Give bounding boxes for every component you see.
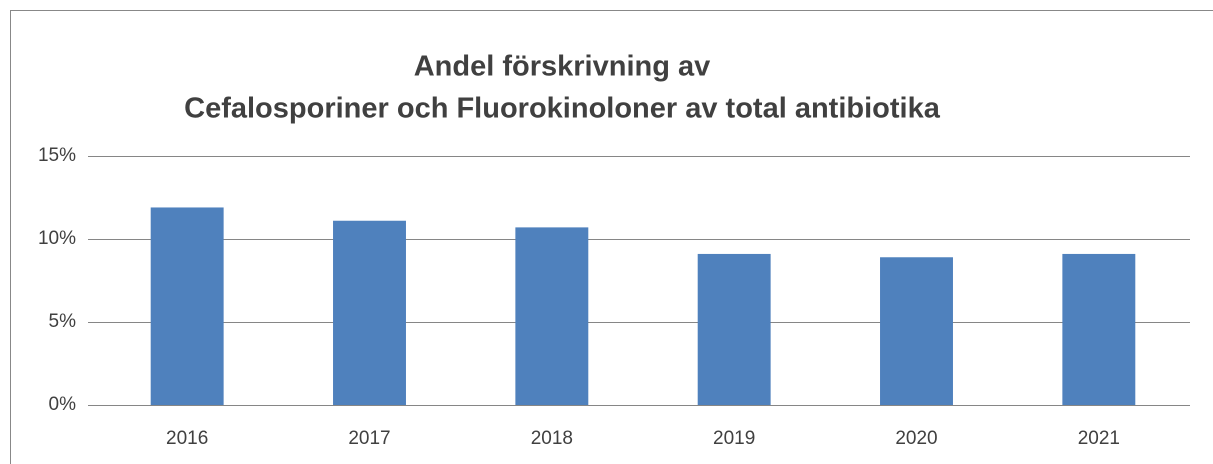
x-tick-label: 2021 <box>1078 428 1120 449</box>
x-tick-label: 2019 <box>713 428 755 449</box>
chart-border <box>10 10 1213 464</box>
bar <box>333 220 406 405</box>
bar <box>1062 253 1136 405</box>
x-tick-label: 2017 <box>348 428 390 449</box>
x-tick-label: 2020 <box>895 428 937 449</box>
bar <box>880 257 953 405</box>
y-tick-label: 5% <box>49 311 77 332</box>
y-tick-label: 15% <box>38 145 76 166</box>
chart-title: Cefalosporiner och Fluorokinoloner av to… <box>184 93 941 125</box>
x-tick-label: 2018 <box>531 428 573 449</box>
bar <box>515 227 589 405</box>
bar <box>150 207 224 405</box>
x-tick-label: 2016 <box>166 428 208 449</box>
chart-title: Andel förskrivning av <box>414 51 711 83</box>
y-tick-label: 0% <box>49 394 77 415</box>
bar <box>697 253 771 405</box>
y-tick-label: 10% <box>38 228 76 249</box>
